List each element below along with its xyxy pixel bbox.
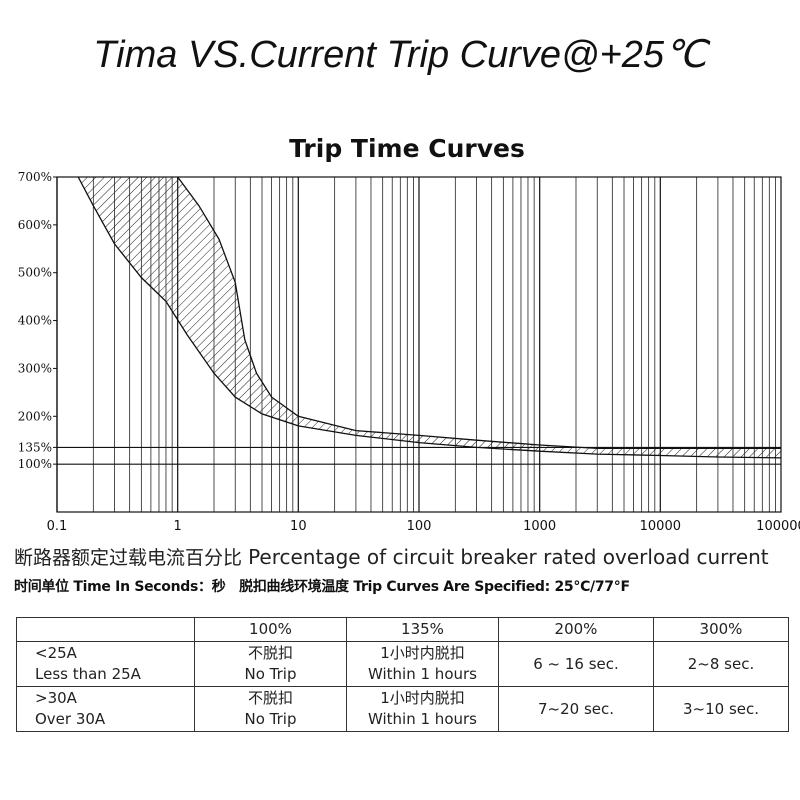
chart-title: Trip Time Curves — [289, 134, 525, 163]
y-tick-label: 200% — [18, 409, 52, 423]
row-label-line: <25A — [35, 644, 77, 662]
table-cell: <25A Less than 25A — [16, 641, 195, 687]
table-header-row: 100% 135% 200% 300% — [16, 617, 789, 642]
table-cell: 6 ~ 16 sec. — [498, 641, 654, 687]
cell-line: 1小时内脱扣 — [380, 689, 465, 707]
cell-line: 1小时内脱扣 — [380, 644, 465, 662]
table-header-cell: 100% — [194, 617, 347, 642]
cell-line: Within 1 hours — [368, 665, 477, 683]
table-cell: >30A Over 30A — [16, 686, 195, 732]
table-row: >30A Over 30A 不脱扣 No Trip 1小时内脱扣 Within … — [16, 686, 789, 732]
y-tick-label: 400% — [18, 314, 52, 328]
plot-frame — [56, 176, 782, 513]
y-tick-label: 300% — [18, 361, 52, 375]
x-tick-label: 1000 — [523, 519, 556, 534]
x-tick-label: 10 — [290, 519, 307, 534]
table-cell: 不脱扣 No Trip — [194, 686, 347, 732]
table-cell: 1小时内脱扣 Within 1 hours — [346, 686, 499, 732]
table-row: <25A Less than 25A 不脱扣 No Trip 1小时内脱扣 Wi… — [16, 641, 789, 687]
table-cell: 不脱扣 No Trip — [194, 641, 347, 687]
x-tick-label: 10000 — [640, 519, 681, 534]
row-label-line: Less than 25A — [35, 665, 141, 683]
table-header-cell — [16, 617, 195, 642]
series-line-lower — [77, 177, 781, 459]
cell-line: No Trip — [244, 665, 297, 683]
row-label-line: Over 30A — [35, 710, 106, 728]
table-cell: 1小时内脱扣 Within 1 hours — [346, 641, 499, 687]
y-tick-label: 100% — [18, 457, 52, 471]
table-header-cell: 135% — [346, 617, 499, 642]
axis-caption-cn: 断路器额定过载电流百分比 — [14, 547, 243, 569]
table-header-cell: 200% — [498, 617, 654, 642]
x-tick-label: 1 — [174, 519, 182, 534]
cell-line: Within 1 hours — [368, 710, 477, 728]
axis-caption: 断路器额定过载电流百分比 Percentage of circuit break… — [14, 543, 794, 570]
axis-caption-en: Percentage of circuit breaker rated over… — [248, 545, 769, 569]
y-tick-label: 135% — [18, 440, 52, 454]
y-tick-label: 600% — [18, 218, 52, 232]
y-tick-label: 500% — [18, 266, 52, 280]
series-line-upper — [177, 177, 781, 450]
x-tick-label: 100 — [407, 519, 432, 534]
table-cell: 2~8 sec. — [653, 641, 789, 687]
trip-band-hatch — [78, 177, 781, 458]
trip-spec-table: 100% 135% 200% 300% <25A Less than 25A 不… — [16, 617, 789, 732]
x-tick-label: 0.1 — [47, 519, 68, 534]
row-label-line: >30A — [35, 689, 77, 707]
y-tick-label: 700% — [18, 170, 52, 184]
time-unit-caption: 时间单位 Time In Seconds：秒 脱扣曲线环境温度 Trip Cur… — [14, 579, 630, 595]
page-title: Tima VS.Current Trip Curve@+25℃ — [93, 34, 707, 76]
table-cell: 3~10 sec. — [653, 686, 789, 732]
trip-time-chart: Trip Time Curves 100% 135% 200% 300% 400% 500… — [18, 134, 800, 534]
x-tick-label: 100000 — [756, 519, 800, 534]
cell-line: 不脱扣 — [247, 689, 293, 707]
cell-line: No Trip — [244, 710, 297, 728]
table-header-cell: 300% — [653, 617, 789, 642]
cell-line: 不脱扣 — [247, 644, 293, 662]
table-cell: 7~20 sec. — [498, 686, 654, 732]
